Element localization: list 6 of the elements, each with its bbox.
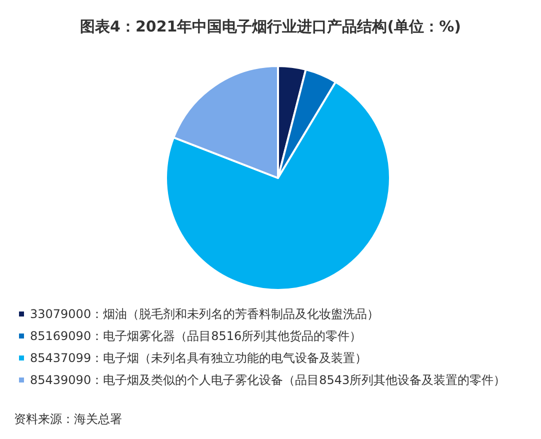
chart-title: 图表4：2021年中国电子烟行业进口产品结构(单位：%)	[80, 18, 461, 36]
text: 资料来源：海关总署	[14, 412, 122, 426]
legend-label: 85437099：电子烟（未列名具有独立功能的电气设备及装置）	[30, 351, 368, 365]
legend-label: 85169090：电子烟雾化器（品目8516所列其他货品的零件）	[30, 329, 362, 343]
legend-label: 33079000：烟油（脱毛剂和未列名的芳香料制品及化妆盥洗品）	[30, 307, 380, 321]
legend-label: 85439090：电子烟及类似的个人电子雾化设备（品目8543所列其他设备及装置的零件）	[30, 373, 506, 387]
